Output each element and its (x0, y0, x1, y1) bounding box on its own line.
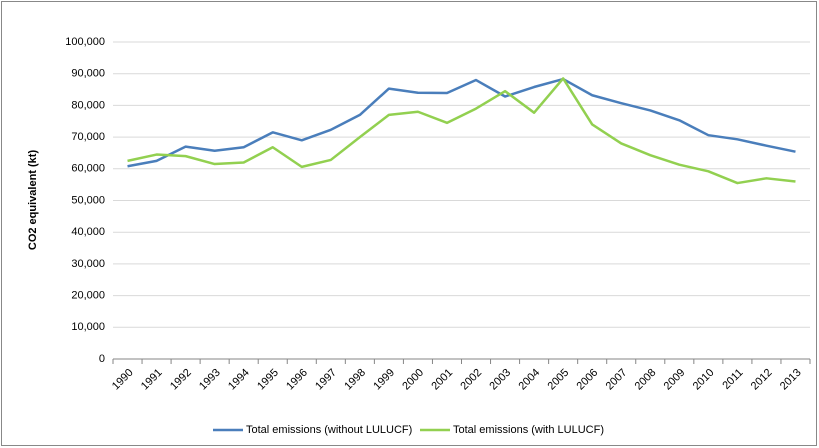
y-tick-label: 20,000 (71, 290, 105, 302)
legend-label: Total emissions (without LULUCF) (246, 424, 412, 436)
series-line (127, 77, 796, 185)
y-tick-label: 80,000 (71, 99, 105, 111)
y-axis-label: CO2 equivalent (kt) (27, 150, 39, 251)
y-tick-label: 100,000 (65, 36, 105, 48)
y-tick-label: 90,000 (71, 68, 105, 80)
series-line (127, 77, 796, 168)
y-tick-label: 60,000 (71, 163, 105, 175)
y-tick-label: 30,000 (71, 258, 105, 270)
y-tick-label: 40,000 (71, 226, 105, 238)
y-tick-label: 10,000 (71, 321, 105, 333)
y-tick-label: 70,000 (71, 131, 105, 143)
y-tick-label: 50,000 (71, 194, 105, 206)
legend-label: Total emissions (with LULUCF) (453, 424, 604, 436)
y-tick-label: 0 (99, 353, 105, 365)
